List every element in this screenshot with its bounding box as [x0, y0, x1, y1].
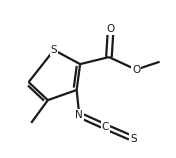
Text: O: O	[132, 65, 140, 75]
Text: N: N	[75, 110, 83, 120]
Text: O: O	[107, 24, 115, 34]
Text: S: S	[51, 45, 57, 55]
Text: S: S	[130, 134, 137, 144]
Text: C: C	[102, 122, 109, 132]
